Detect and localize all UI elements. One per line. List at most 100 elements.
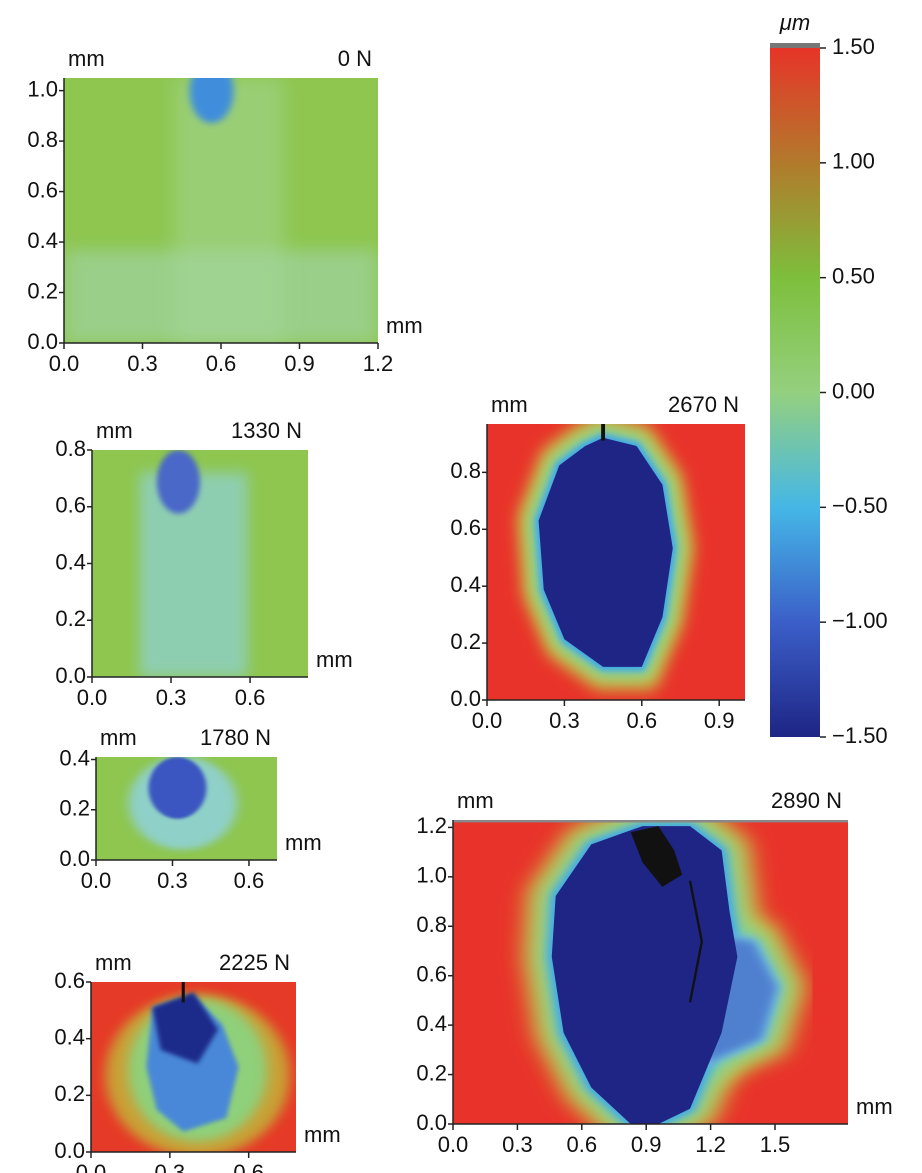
x-tick-label: 0.3: [127, 351, 158, 376]
panel-title: 2225 N: [219, 950, 290, 975]
y-tick-label: 0.2: [54, 1081, 85, 1106]
x-tick-label: 0.0: [76, 1160, 107, 1173]
y-tick-label: 0.8: [27, 127, 58, 152]
colorbar-tick-label: −1.50: [832, 723, 888, 748]
dent: [189, 78, 234, 124]
dent: [156, 450, 200, 514]
x-axis-label: mm: [304, 1122, 341, 1147]
colorbar-tick-label: 1.50: [832, 34, 875, 59]
x-tick-label: 0.0: [77, 685, 108, 710]
y-tick-label: 0.8: [416, 912, 447, 937]
y-tick-label: 0.6: [416, 962, 447, 987]
heatmap-image: [487, 424, 745, 700]
x-tick-label: 0.3: [157, 868, 188, 893]
y-tick-label: 0.2: [55, 606, 86, 631]
y-axis-label: mm: [491, 392, 528, 417]
crack: [630, 826, 683, 887]
y-axis-label: mm: [96, 418, 133, 443]
y-tick-label: 0.0: [416, 1110, 447, 1135]
x-tick-label: 0.0: [438, 1132, 469, 1157]
panel-title: 0 N: [338, 46, 372, 71]
colorbar-tick-label: −1.00: [832, 608, 888, 633]
x-tick-label: 0.6: [567, 1132, 598, 1157]
dent: [152, 992, 219, 1064]
y-tick-label: 0.2: [27, 278, 58, 303]
y-tick-label: 0.4: [59, 745, 90, 770]
x-tick-label: 0.6: [627, 708, 658, 733]
y-tick-label: 0.8: [450, 458, 481, 483]
y-tick-label: 0.6: [55, 493, 86, 518]
y-axis-label: mm: [68, 46, 105, 71]
y-tick-label: 1.0: [416, 863, 447, 888]
x-tick-label: 0.3: [502, 1132, 533, 1157]
y-tick-label: 0.6: [450, 515, 481, 540]
x-tick-label: 0.0: [49, 351, 80, 376]
dent: [148, 757, 207, 819]
heatmap-image: [92, 450, 308, 677]
x-tick-label: 1.5: [760, 1132, 791, 1157]
colorbar-tick-label: −0.50: [832, 493, 888, 518]
panel-title: 1780 N: [200, 725, 271, 750]
y-tick-label: 0.2: [450, 629, 481, 654]
x-axis-label: mm: [316, 647, 353, 672]
y-tick-label: 0.6: [27, 177, 58, 202]
y-tick-label: 1.2: [416, 813, 447, 838]
x-tick-label: 1.2: [363, 351, 394, 376]
x-tick-label: 0.6: [233, 1160, 264, 1173]
y-tick-label: 0.4: [416, 1011, 447, 1036]
x-tick-label: 0.6: [206, 351, 237, 376]
heatmap-image: [64, 78, 378, 343]
y-tick-label: 0.0: [59, 846, 90, 871]
x-tick-label: 0.9: [631, 1132, 662, 1157]
y-axis-label: mm: [100, 725, 137, 750]
y-tick-label: 1.0: [27, 76, 58, 101]
x-tick-label: 0.3: [549, 708, 580, 733]
x-tick-label: 0.6: [234, 868, 265, 893]
y-tick-label: 0.0: [27, 329, 58, 354]
panel-title: 2670 N: [668, 392, 739, 417]
x-tick-label: 0.3: [156, 685, 187, 710]
y-tick-label: 0.0: [55, 663, 86, 688]
colorbar-tick-label: 0.50: [832, 263, 875, 288]
x-tick-label: 0.3: [155, 1160, 186, 1173]
colorbar-cap: [770, 43, 820, 48]
dent: [538, 437, 673, 667]
surface: [173, 78, 284, 343]
y-tick-label: 0.0: [450, 686, 481, 711]
x-axis-label: mm: [386, 313, 423, 338]
panel-title: 1330 N: [231, 418, 302, 443]
top-edge: [453, 820, 848, 823]
colorbar-tick-label: 0.00: [832, 378, 875, 403]
y-tick-label: 0.6: [54, 968, 85, 993]
x-axis-label: mm: [856, 1094, 893, 1119]
y-tick-label: 0.0: [54, 1138, 85, 1163]
colorbar: [770, 48, 820, 737]
x-tick-label: 0.0: [472, 708, 503, 733]
y-tick-label: 0.4: [27, 228, 58, 253]
heatmap-image: [453, 820, 848, 1124]
y-tick-label: 0.8: [55, 436, 86, 461]
x-tick-label: 0.6: [235, 685, 266, 710]
heatmap-image: [91, 982, 296, 1152]
x-tick-label: 0.9: [284, 351, 315, 376]
y-tick-label: 0.4: [450, 572, 481, 597]
y-axis-label: mm: [457, 788, 494, 813]
x-tick-label: 0.0: [81, 868, 112, 893]
dent: [551, 826, 738, 1124]
y-tick-label: 0.4: [55, 549, 86, 574]
crack: [688, 880, 704, 1003]
x-tick-label: 1.2: [695, 1132, 726, 1157]
y-tick-label: 0.4: [54, 1024, 85, 1049]
surface: [139, 472, 248, 677]
y-axis-label: mm: [95, 950, 132, 975]
x-axis-label: mm: [285, 830, 322, 855]
heatmap-image: [96, 757, 277, 860]
y-tick-label: 0.2: [416, 1060, 447, 1085]
colorbar-tick-label: 1.00: [832, 149, 875, 174]
panel-title: 2890 N: [771, 788, 842, 813]
colorbar-unit: μm: [779, 10, 810, 35]
x-tick-label: 0.9: [704, 708, 735, 733]
y-tick-label: 0.2: [59, 796, 90, 821]
